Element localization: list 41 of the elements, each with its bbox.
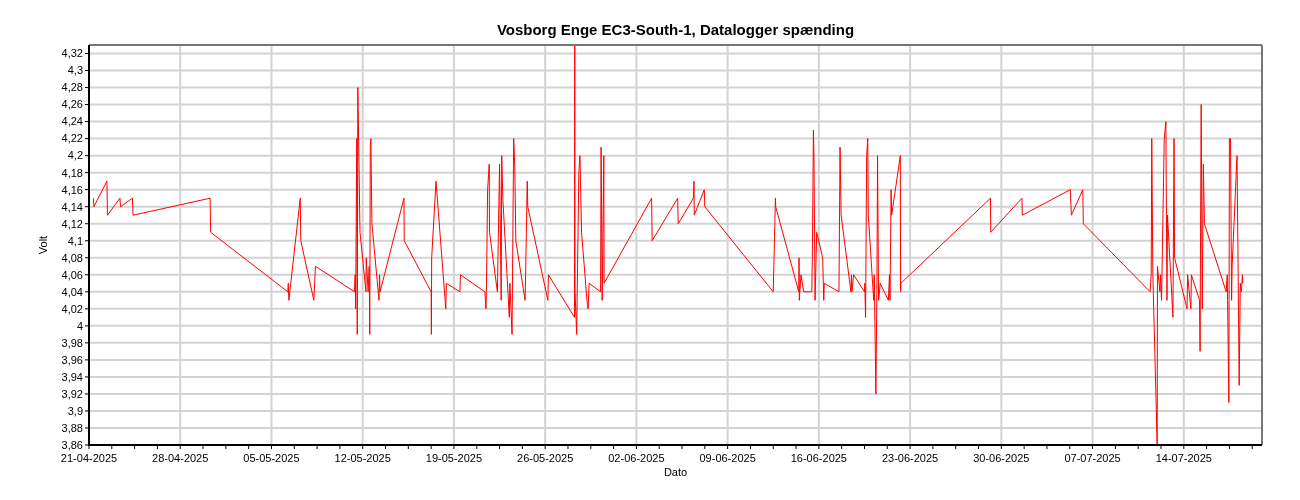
y-tick-label: 3,9 <box>67 404 83 417</box>
y-tick-label: 4,3 <box>67 64 83 77</box>
y-tick-label: 4,18 <box>61 166 83 179</box>
y-tick-label: 4,28 <box>61 81 83 94</box>
y-tick-label: 3,98 <box>61 336 83 349</box>
x-tick-label: 02-06-2025 <box>608 452 665 464</box>
y-tick-label: 4,04 <box>61 285 83 298</box>
y-tick-label: 3,88 <box>61 421 83 434</box>
y-tick-label: 4,1 <box>67 234 83 247</box>
x-tick-label: 16-06-2025 <box>790 452 848 464</box>
x-tick-label: 30-06-2025 <box>973 452 1030 464</box>
y-tick-label: 4,14 <box>61 200 83 213</box>
x-tick-label: 23-06-2025 <box>881 452 939 464</box>
y-axis-title: Volt <box>37 235 49 255</box>
y-tick-label: 4,06 <box>61 268 83 281</box>
y-tick-label: 4 <box>76 319 83 332</box>
y-tick-label: 4,32 <box>61 47 83 60</box>
y-tick-label: 3,86 <box>61 438 83 451</box>
line-series <box>92 44 1244 446</box>
y-tick-label: 4,2 <box>67 149 83 162</box>
y-tick-label: 3,92 <box>61 387 83 400</box>
x-tick-label: 07-07-2025 <box>1064 452 1121 464</box>
y-tick-label: 4,02 <box>61 302 83 315</box>
y-tick-label: 3,94 <box>61 370 83 383</box>
x-tick-label: 28-04-2025 <box>152 452 209 464</box>
y-tick-label: 3,96 <box>61 353 83 366</box>
x-tick-label: 05-05-2025 <box>243 452 300 464</box>
y-tick-label: 4,26 <box>61 98 83 111</box>
y-tick-label: 4,22 <box>61 132 83 145</box>
x-tick-label: 19-05-2025 <box>425 452 483 464</box>
x-tick-label: 14-07-2025 <box>1155 452 1212 464</box>
chart-title: Vosborg Enge EC3-South-1, Datalogger spænding <box>496 21 855 38</box>
y-tick-label: 4,08 <box>61 251 83 264</box>
y-tick-label: 4,24 <box>61 115 83 128</box>
x-tick-label: 21-04-2025 <box>60 452 118 464</box>
y-tick-label: 4,16 <box>61 183 83 196</box>
x-tick-label: 12-05-2025 <box>334 452 391 464</box>
x-axis-title: Dato <box>663 466 688 478</box>
x-tick-label: 09-06-2025 <box>699 452 756 464</box>
y-tick-label: 4,12 <box>61 217 83 230</box>
x-tick-label: 26-05-2025 <box>517 452 574 464</box>
